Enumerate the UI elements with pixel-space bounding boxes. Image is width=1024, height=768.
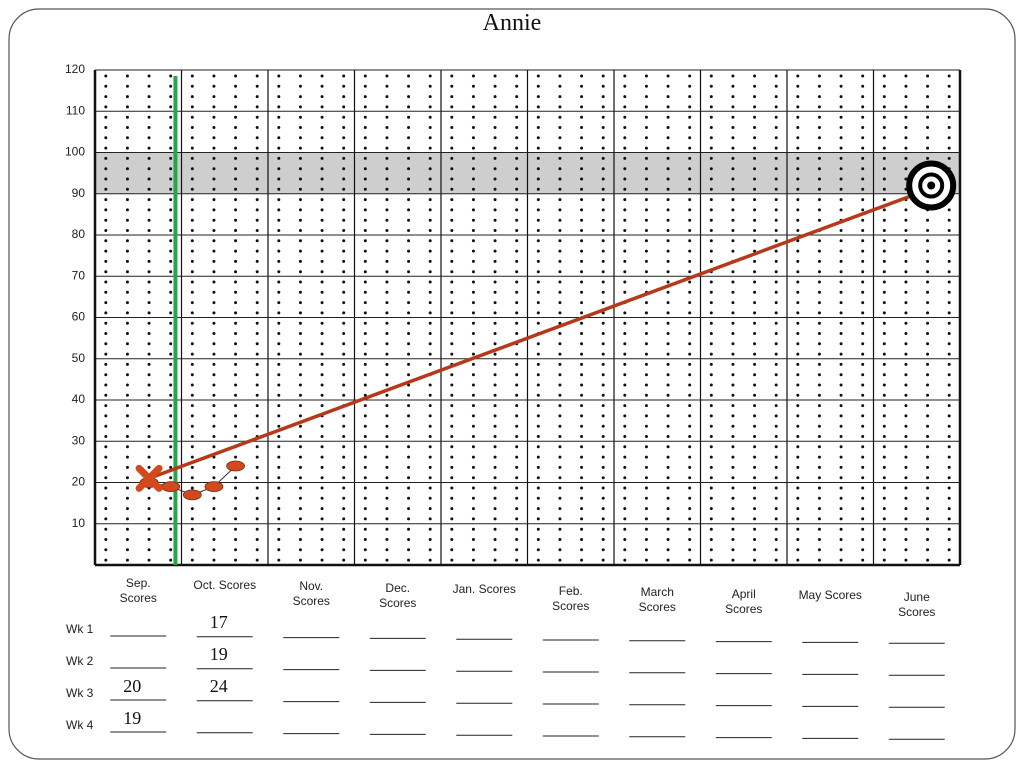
week-label: Wk 3 — [66, 686, 94, 700]
y-tick-label: 120 — [65, 62, 85, 76]
y-tick-label: 70 — [72, 268, 86, 282]
score-point — [226, 460, 245, 472]
baseline-marker — [135, 464, 163, 492]
month-label: Jan. Scores — [452, 582, 516, 596]
score-entry: 19 — [123, 708, 141, 728]
week-label: Wk 1 — [66, 622, 94, 636]
month-label: Sep. Scores — [119, 576, 157, 605]
y-tick-label: 60 — [72, 310, 86, 324]
slide-frame — [8, 8, 1016, 760]
month-label: May Scores — [798, 588, 862, 602]
goal-target-center — [927, 181, 936, 190]
score-entry: 20 — [123, 676, 141, 696]
month-label: April Scores — [725, 586, 763, 616]
y-tick-label: 30 — [72, 433, 86, 447]
score-entry: 19 — [210, 644, 228, 664]
score-entry: 24 — [210, 676, 228, 696]
y-tick-label: 90 — [72, 186, 86, 200]
y-tick-label: 80 — [72, 227, 86, 241]
aimline — [148, 183, 940, 481]
month-label: June Scores — [898, 589, 936, 619]
score-point — [204, 481, 224, 493]
week-label: Wk 2 — [66, 654, 94, 668]
y-tick-label: 50 — [72, 351, 86, 365]
month-label: Feb. Scores — [552, 583, 590, 613]
score-entry: 17 — [210, 612, 228, 632]
y-tick-label: 110 — [66, 103, 85, 117]
chart-title: Annie — [482, 10, 542, 36]
week-label: Wk 4 — [66, 718, 94, 732]
month-label: Dec. Scores — [379, 580, 417, 610]
month-label: Nov. Scores — [292, 579, 330, 608]
score-point — [161, 481, 181, 493]
month-label: Oct. Scores — [193, 577, 257, 592]
y-tick-label: 40 — [72, 392, 86, 406]
month-label: March Scores — [638, 585, 676, 614]
score-point — [182, 489, 202, 501]
y-tick-label: 20 — [72, 475, 86, 489]
y-tick-label: 100 — [65, 145, 85, 159]
y-tick-label: 10 — [72, 516, 86, 530]
